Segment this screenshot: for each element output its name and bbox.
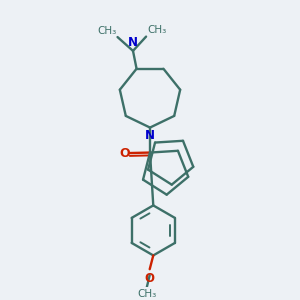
Text: O: O xyxy=(119,146,130,160)
Text: CH₃: CH₃ xyxy=(147,26,167,35)
Text: N: N xyxy=(145,129,155,142)
Text: N: N xyxy=(128,36,138,49)
Text: O: O xyxy=(145,272,155,285)
Text: CH₃: CH₃ xyxy=(137,289,157,299)
Text: CH₃: CH₃ xyxy=(97,26,116,36)
